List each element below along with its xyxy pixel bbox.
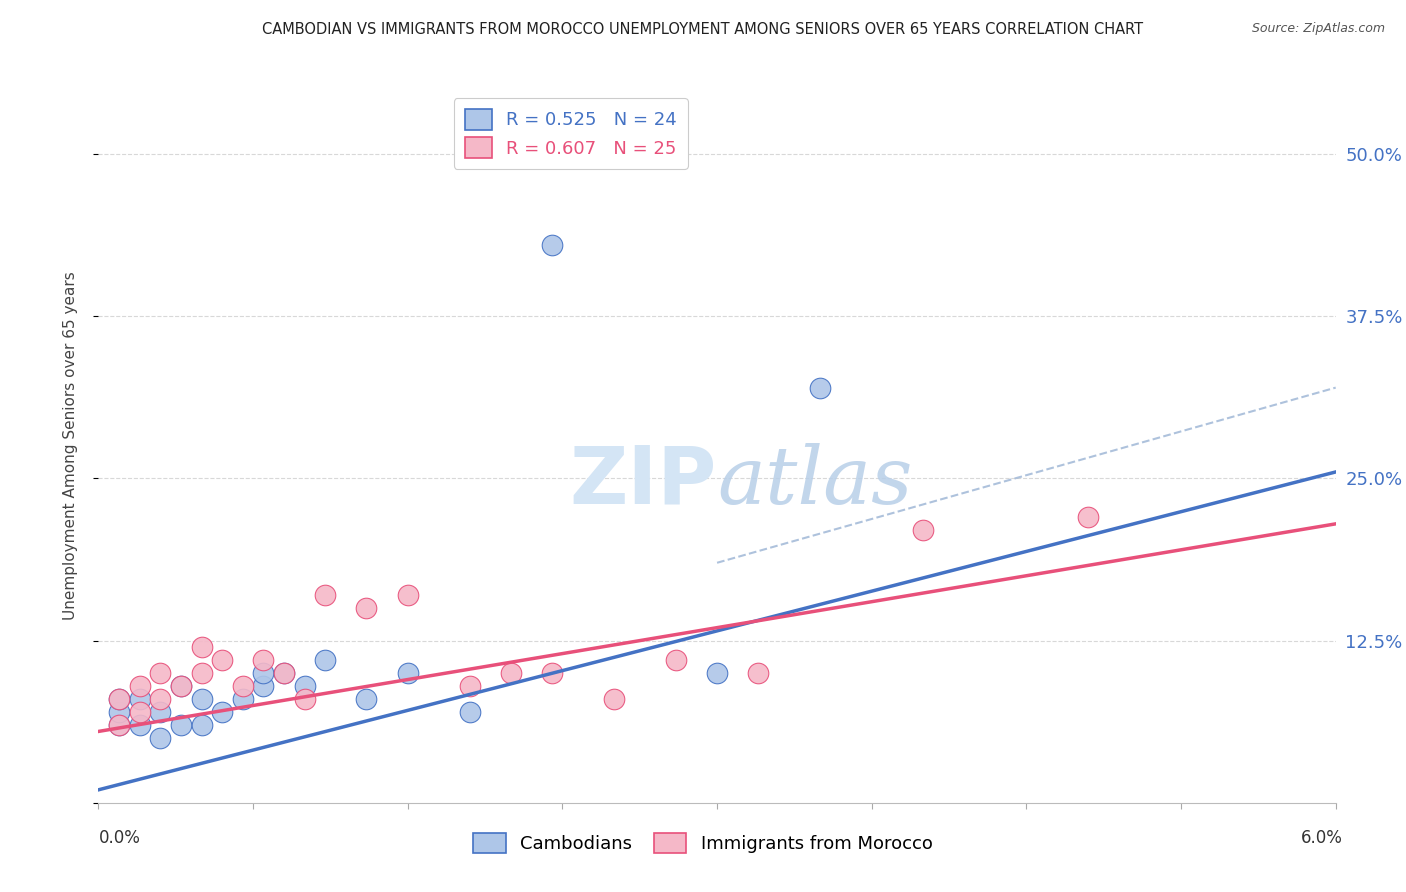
Point xyxy=(458,705,481,719)
Point xyxy=(314,588,336,602)
Text: ZIP: ZIP xyxy=(569,442,717,521)
Point xyxy=(190,718,212,732)
Point xyxy=(149,705,172,719)
Point xyxy=(706,666,728,681)
Point xyxy=(232,679,254,693)
Point xyxy=(108,718,131,732)
Point xyxy=(458,679,481,693)
Point xyxy=(294,692,316,706)
Point xyxy=(252,653,274,667)
Point xyxy=(108,692,131,706)
Point xyxy=(294,679,316,693)
Text: Source: ZipAtlas.com: Source: ZipAtlas.com xyxy=(1251,22,1385,36)
Text: 6.0%: 6.0% xyxy=(1301,829,1343,847)
Point xyxy=(541,238,564,252)
Point xyxy=(252,679,274,693)
Point xyxy=(128,679,150,693)
Point xyxy=(128,705,150,719)
Point xyxy=(808,381,831,395)
Point xyxy=(603,692,626,706)
Point xyxy=(108,705,131,719)
Point xyxy=(190,692,212,706)
Point xyxy=(170,679,193,693)
Point xyxy=(499,666,522,681)
Point xyxy=(747,666,769,681)
Point xyxy=(541,666,564,681)
Point xyxy=(170,679,193,693)
Point xyxy=(211,653,233,667)
Point xyxy=(356,601,378,615)
Point xyxy=(149,731,172,745)
Legend: R = 0.525   N = 24, R = 0.607   N = 25: R = 0.525 N = 24, R = 0.607 N = 25 xyxy=(454,98,688,169)
Point xyxy=(912,524,935,538)
Text: 0.0%: 0.0% xyxy=(98,829,141,847)
Y-axis label: Unemployment Among Seniors over 65 years: Unemployment Among Seniors over 65 years xyxy=(63,272,77,620)
Point xyxy=(356,692,378,706)
Point xyxy=(232,692,254,706)
Point xyxy=(190,640,212,654)
Point xyxy=(273,666,295,681)
Point xyxy=(128,718,150,732)
Point xyxy=(149,692,172,706)
Point xyxy=(190,666,212,681)
Point xyxy=(108,692,131,706)
Point xyxy=(149,666,172,681)
Text: CAMBODIAN VS IMMIGRANTS FROM MOROCCO UNEMPLOYMENT AMONG SENIORS OVER 65 YEARS CO: CAMBODIAN VS IMMIGRANTS FROM MOROCCO UNE… xyxy=(263,22,1143,37)
Point xyxy=(314,653,336,667)
Point xyxy=(170,718,193,732)
Point xyxy=(108,718,131,732)
Point xyxy=(396,588,419,602)
Point xyxy=(1077,510,1099,524)
Legend: Cambodians, Immigrants from Morocco: Cambodians, Immigrants from Morocco xyxy=(465,825,941,861)
Text: atlas: atlas xyxy=(717,443,912,520)
Point xyxy=(665,653,688,667)
Point xyxy=(396,666,419,681)
Point xyxy=(211,705,233,719)
Point xyxy=(273,666,295,681)
Point xyxy=(128,692,150,706)
Point xyxy=(252,666,274,681)
